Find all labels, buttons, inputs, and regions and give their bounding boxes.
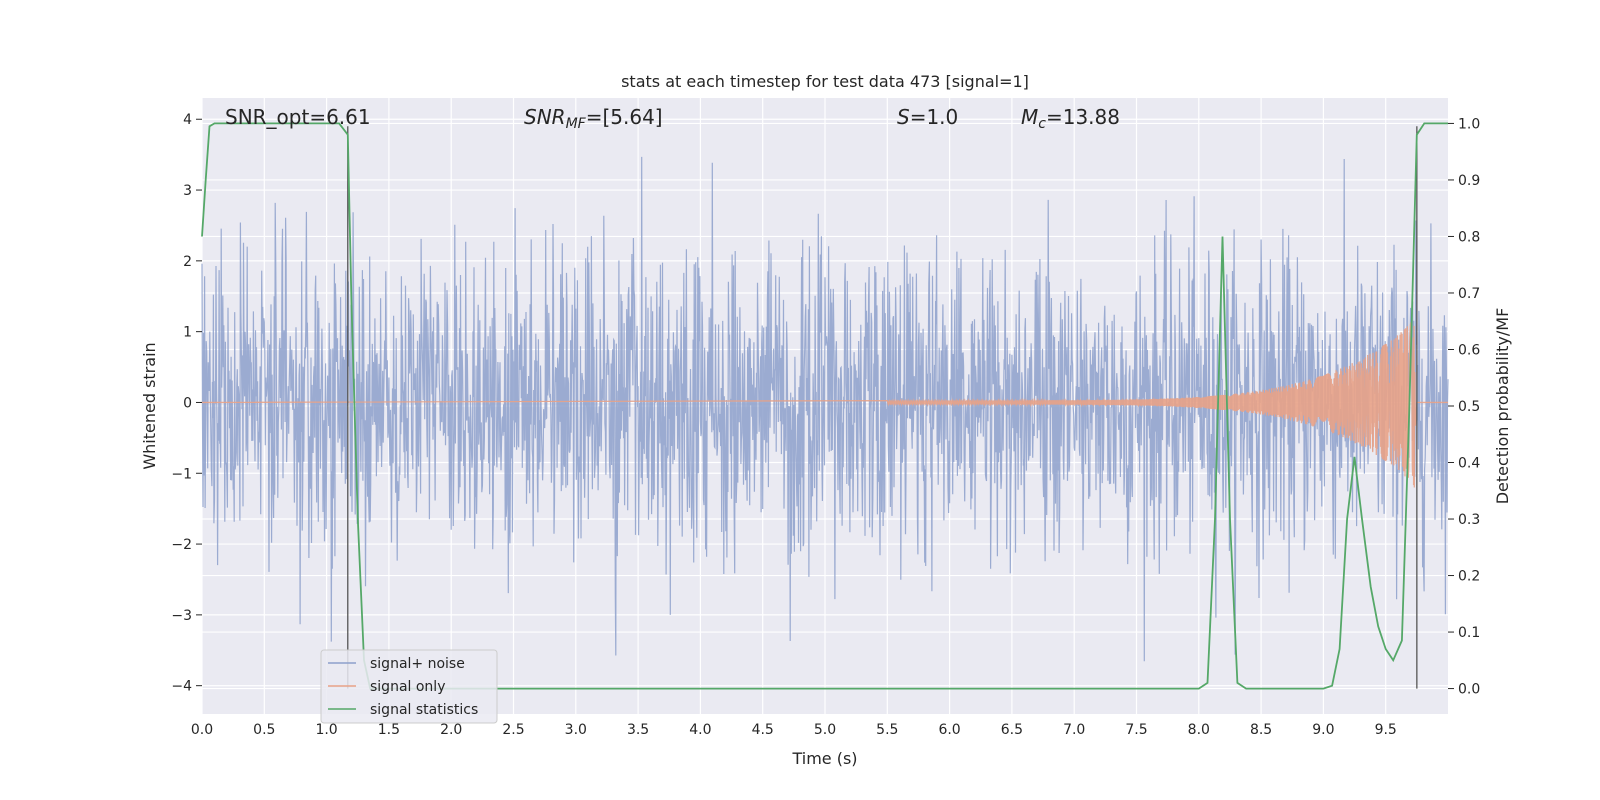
y-tick-label: −4 (171, 679, 192, 695)
legend-label-signal-noise: signal+ noise (370, 656, 465, 672)
y-right-tick-label: 0.9 (1458, 173, 1480, 189)
x-tick-label: 7.5 (1125, 722, 1147, 738)
legend-label-signal-only: signal only (370, 679, 445, 695)
annotation-snr-mf: SNRMF=[5.64] (524, 105, 663, 132)
vertical-markers (347, 126, 1418, 689)
series-signal-noise (201, 156, 1449, 662)
y-tick-label: 3 (183, 183, 192, 199)
x-tick-label: 9.0 (1312, 722, 1334, 738)
annotation-s-label: S (897, 105, 910, 129)
x-tick-label: 4.0 (689, 722, 711, 738)
y-right-tick-label: 0.1 (1458, 625, 1480, 641)
x-tick-label: 2.0 (440, 722, 462, 738)
y-right-tick-label: 1.0 (1458, 116, 1480, 132)
x-axis-ticks: 0.0 0.5 1.0 1.5 2.0 2.5 3.0 3.5 4.0 4.5 5.0 5.5 6.0 6… (191, 722, 1397, 738)
y-tick-label: −2 (171, 537, 192, 553)
x-tick-label: 3.5 (627, 722, 649, 738)
x-tick-label: 1.5 (378, 722, 400, 738)
y-tick-label: −1 (171, 466, 192, 482)
annotation-mc-value: =13.88 (1046, 105, 1120, 129)
series-signal-only (201, 321, 1448, 488)
y-tick-label: 4 (183, 112, 192, 128)
x-tick-label: 1.0 (315, 722, 337, 738)
annotation-snr-opt: SNR_opt=6.61 (225, 105, 371, 129)
annotation-mc-label: M (1021, 105, 1038, 129)
annotation-s: S=1.0 (897, 105, 958, 129)
x-tick-label: 8.5 (1250, 722, 1272, 738)
y-right-tick-label: 0.6 (1458, 342, 1480, 358)
x-tick-label: 0.5 (253, 722, 275, 738)
x-tick-label: 8.0 (1188, 722, 1210, 738)
signal-statistics-line (201, 122, 1448, 690)
x-tick-label: 3.0 (565, 722, 587, 738)
x-tick-label: 2.5 (502, 722, 524, 738)
annotation-snr-mf-label: SNR (524, 105, 566, 129)
signal-only-line (201, 321, 1448, 488)
y-axis-right-ticks: 0.0 0.1 0.2 0.3 0.4 0.5 0.6 0.7 0.8 0.9 1.0 (1448, 116, 1480, 698)
signal-noise-line (201, 156, 1449, 662)
y-right-tick-label: 0.3 (1458, 512, 1480, 528)
y-right-tick-label: 0.2 (1458, 569, 1480, 585)
legend-box (320, 649, 498, 724)
legend: signal+ noise signal only signal statist… (320, 649, 498, 724)
series-signal-statistics (201, 122, 1448, 690)
x-tick-label: 6.0 (938, 722, 960, 738)
x-tick-label: 5.5 (876, 722, 898, 738)
x-tick-label: 6.5 (1001, 722, 1023, 738)
chart-title: stats at each timestep for test data 473… (621, 72, 1029, 91)
y-axis-label: Whitened strain (140, 342, 159, 469)
legend-label-signal-statistics: signal statistics (370, 702, 478, 718)
annotation-snr-mf-sub: MF (566, 116, 587, 132)
y-tick-label: 1 (183, 325, 192, 341)
y-tick-label: 0 (183, 395, 192, 411)
annotation-s-value: =1.0 (910, 105, 959, 129)
y-axis-right-label: Detection probability/MF (1493, 308, 1512, 505)
annotation-mc-sub: c (1038, 116, 1046, 132)
y-axis-ticks: −4 −3 −2 −1 0 1 2 3 4 (171, 112, 202, 695)
y-tick-label: 2 (183, 254, 192, 270)
annotation-snr-mf-value: =[5.64] (586, 105, 663, 129)
x-tick-label: 7.0 (1063, 722, 1085, 738)
y-right-tick-label: 0.8 (1458, 229, 1480, 245)
y-right-tick-label: 0.7 (1458, 286, 1480, 302)
x-tick-label: 5.0 (814, 722, 836, 738)
x-tick-label: 0.0 (191, 722, 213, 738)
y-tick-label: −3 (171, 608, 192, 624)
x-tick-label: 9.5 (1375, 722, 1397, 738)
x-axis-label: Time (s) (791, 749, 857, 768)
annotation-mc: Mc=13.88 (1021, 105, 1120, 132)
y-right-tick-label: 0.5 (1458, 399, 1480, 415)
x-tick-label: 4.5 (752, 722, 774, 738)
y-right-tick-label: 0.0 (1458, 682, 1480, 698)
y-right-tick-label: 0.4 (1458, 456, 1480, 472)
